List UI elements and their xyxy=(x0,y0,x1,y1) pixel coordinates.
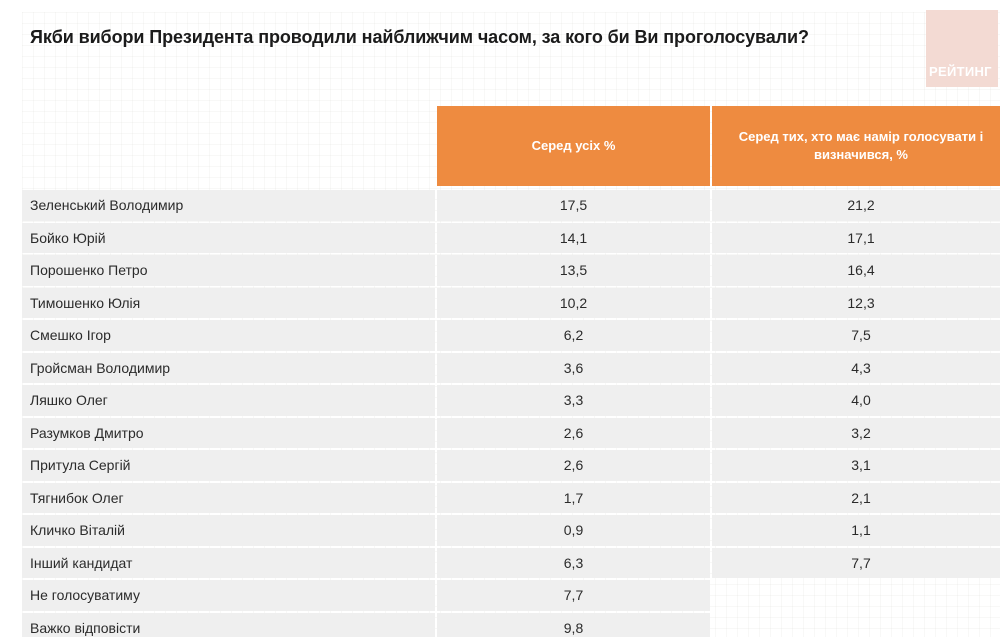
table-row: Бойко Юрій 14,1 17,1 xyxy=(22,222,1000,253)
value-among-all: 6,2 xyxy=(437,320,710,351)
value-among-decided xyxy=(712,580,1000,611)
candidate-name: Притула Сергій xyxy=(22,450,435,481)
rating-group-logo: РЕЙТИНГ xyxy=(926,10,998,87)
value-among-decided: 4,3 xyxy=(712,352,1000,383)
value-among-all: 2,6 xyxy=(437,417,710,448)
column-header-among-all: Серед усіх % xyxy=(437,106,710,186)
table-row: Ляшко Олег 3,3 4,0 xyxy=(22,385,1000,416)
table-row: Тимошенко Юлія 10,2 12,3 xyxy=(22,287,1000,318)
value-among-all: 2,6 xyxy=(437,450,710,481)
candidate-name: Тимошенко Юлія xyxy=(22,287,435,318)
poll-question-title: Якби вибори Президента проводили найближ… xyxy=(30,27,809,47)
table-body: Зеленський Володимир 17,5 21,2 Бойко Юрій 14… xyxy=(22,190,1000,637)
candidate-name: Смешко Ігор xyxy=(22,320,435,351)
table-row: Смешко Ігор 6,2 7,5 xyxy=(22,320,1000,351)
candidate-name: Гройсман Володимир xyxy=(22,352,435,383)
candidate-name: Ляшко Олег xyxy=(22,385,435,416)
value-among-decided: 7,5 xyxy=(712,320,1000,351)
value-among-decided xyxy=(712,613,1000,637)
value-among-decided: 3,2 xyxy=(712,417,1000,448)
rating-group-logo-text: РЕЙТИНГ xyxy=(929,64,992,79)
value-among-all: 14,1 xyxy=(437,222,710,253)
value-among-all: 17,5 xyxy=(437,190,710,221)
table-row: Інший кандидат 6,3 7,7 xyxy=(22,547,1000,578)
value-among-all: 6,3 xyxy=(437,547,710,578)
candidate-name: Порошенко Петро xyxy=(22,255,435,286)
value-among-all: 10,2 xyxy=(437,287,710,318)
candidate-name: Зеленський Володимир xyxy=(22,190,435,221)
candidate-name: Разумков Дмитро xyxy=(22,417,435,448)
table-row: Кличко Віталій 0,9 1,1 xyxy=(22,515,1000,546)
table-row: Разумков Дмитро 2,6 3,2 xyxy=(22,417,1000,448)
table-row: Не голосуватиму 7,7 xyxy=(22,580,1000,611)
value-among-decided: 4,0 xyxy=(712,385,1000,416)
table-row: Порошенко Петро 13,5 16,4 xyxy=(22,255,1000,286)
value-among-all: 1,7 xyxy=(437,482,710,513)
value-among-decided: 21,2 xyxy=(712,190,1000,221)
value-among-decided: 17,1 xyxy=(712,222,1000,253)
value-among-all: 9,8 xyxy=(437,612,710,637)
value-among-decided: 3,1 xyxy=(712,450,1000,481)
value-among-decided: 12,3 xyxy=(712,287,1000,318)
column-header-among-decided: Серед тих, хто має намір голосувати і ви… xyxy=(712,106,1000,186)
value-among-decided: 1,1 xyxy=(712,515,1000,546)
value-among-decided: 2,1 xyxy=(712,482,1000,513)
candidate-name: Кличко Віталій xyxy=(22,515,435,546)
table-row: Важко відповісти 9,8 xyxy=(22,612,1000,637)
value-among-all: 3,3 xyxy=(437,385,710,416)
candidate-name: Не голосуватиму xyxy=(22,580,435,611)
table-row: Притула Сергій 2,6 3,1 xyxy=(22,450,1000,481)
candidate-name: Інший кандидат xyxy=(22,547,435,578)
value-among-decided: 7,7 xyxy=(712,547,1000,578)
table-row: Зеленський Володимир 17,5 21,2 xyxy=(22,190,1000,221)
value-among-all: 3,6 xyxy=(437,352,710,383)
value-among-all: 13,5 xyxy=(437,255,710,286)
value-among-all: 7,7 xyxy=(437,580,710,611)
value-among-all: 0,9 xyxy=(437,515,710,546)
table-row: Тягнибок Олег 1,7 2,1 xyxy=(22,482,1000,513)
candidate-name: Бойко Юрій xyxy=(22,222,435,253)
candidate-name: Тягнибок Олег xyxy=(22,482,435,513)
table-row: Гройсман Володимир 3,6 4,3 xyxy=(22,352,1000,383)
candidate-name: Важко відповісти xyxy=(22,612,435,637)
value-among-decided: 16,4 xyxy=(712,255,1000,286)
